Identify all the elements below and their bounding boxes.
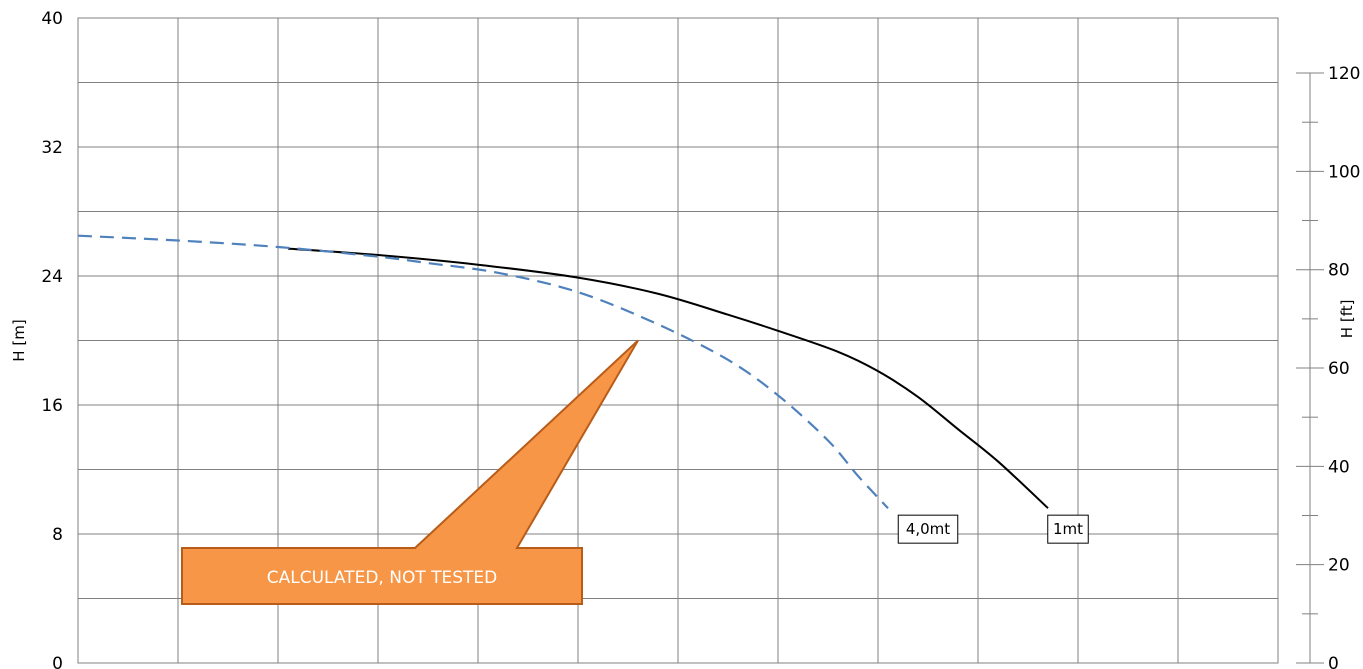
right-tick-label: 40 xyxy=(1328,457,1350,477)
right-axis-title: H [ft] xyxy=(1338,300,1356,339)
left-tick-label: 40 xyxy=(41,9,63,29)
right-tick-label: 80 xyxy=(1328,261,1350,281)
right-tick-label: 0 xyxy=(1328,654,1339,669)
callout: CALCULATED, NOT TESTED xyxy=(181,339,639,605)
series-label-box xyxy=(897,514,959,544)
right-tick-label: 100 xyxy=(1328,162,1360,182)
series-label-group: 4,0mt 1mt xyxy=(897,514,1089,544)
left-tick-label: 8 xyxy=(52,525,63,545)
series-line-1mt xyxy=(287,247,1049,509)
series-label: 4,0mt xyxy=(906,520,950,538)
callout-shape xyxy=(181,339,639,605)
series-line-40mt xyxy=(77,234,889,509)
callout-text: CALCULATED, NOT TESTED xyxy=(267,568,498,588)
plot-frame xyxy=(77,17,1279,664)
left-axis-title: H [m] xyxy=(10,319,28,361)
left-tick-label: 0 xyxy=(52,654,63,669)
left-axis-ticks: 0 8 16 24 32 40 xyxy=(41,9,63,669)
right-tick-label: 60 xyxy=(1328,359,1350,379)
right-axis: 0 20 40 60 80 100 120 xyxy=(1296,64,1360,669)
left-tick-label: 16 xyxy=(41,396,63,416)
left-tick-label: 24 xyxy=(41,267,63,287)
right-tick-label: 20 xyxy=(1328,556,1350,576)
series-label: 1mt xyxy=(1053,520,1083,538)
series-group xyxy=(77,234,1049,509)
left-tick-label: 32 xyxy=(41,138,63,158)
series-label-box xyxy=(1047,514,1089,544)
right-tick-label: 120 xyxy=(1328,64,1360,84)
